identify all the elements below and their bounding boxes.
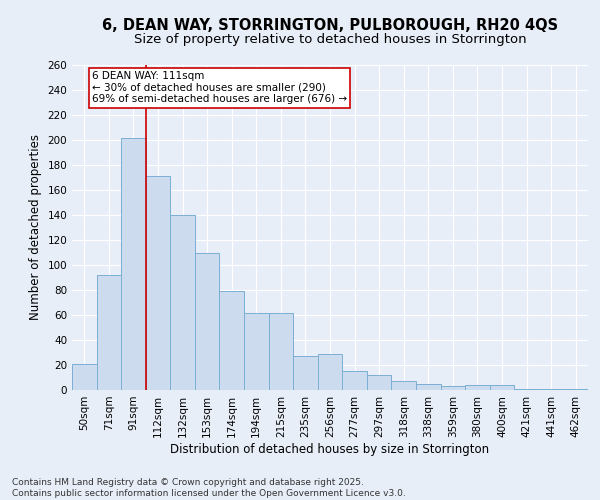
Bar [170,215,195,390]
Bar [465,385,490,390]
Text: 6, DEAN WAY, STORRINGTON, PULBOROUGH, RH20 4QS: 6, DEAN WAY, STORRINGTON, PULBOROUGH, RH… [102,18,558,32]
Bar [342,371,367,390]
Bar [391,381,416,390]
Bar [563,389,588,390]
Bar [269,312,293,390]
Bar [440,386,465,390]
Bar [367,375,391,390]
Bar [220,291,244,390]
Text: 6 DEAN WAY: 111sqm
← 30% of detached houses are smaller (290)
69% of semi-detach: 6 DEAN WAY: 111sqm ← 30% of detached hou… [92,71,347,104]
X-axis label: Distribution of detached houses by size in Storrington: Distribution of detached houses by size … [170,442,490,456]
Bar [514,389,539,390]
Y-axis label: Number of detached properties: Number of detached properties [29,134,42,320]
Bar [244,312,269,390]
Bar [293,356,318,390]
Bar [72,364,97,390]
Bar [97,275,121,390]
Bar [146,176,170,390]
Bar [539,389,563,390]
Bar [195,252,220,390]
Bar [416,384,440,390]
Bar [121,138,146,390]
Bar [318,354,342,390]
Text: Size of property relative to detached houses in Storrington: Size of property relative to detached ho… [134,32,526,46]
Text: Contains HM Land Registry data © Crown copyright and database right 2025.
Contai: Contains HM Land Registry data © Crown c… [12,478,406,498]
Bar [490,385,514,390]
